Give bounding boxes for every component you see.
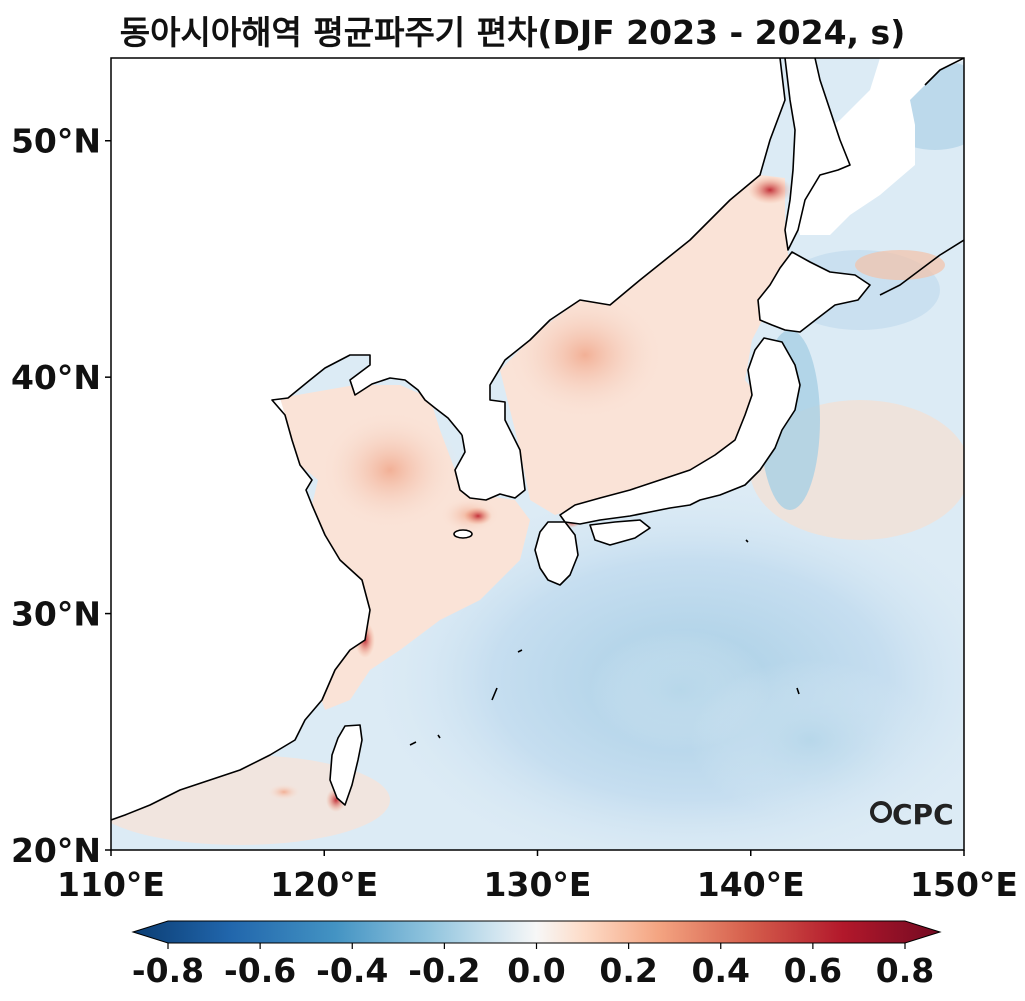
jeju-coastline: [453, 529, 473, 539]
ocpc-logo-text: CPC: [892, 798, 954, 831]
colorbar-tick-label: 0.0: [507, 951, 565, 990]
kyushu-island: [535, 522, 578, 585]
kyushu-coastline: [534, 521, 579, 586]
red-anomaly-tatar-strait: [748, 176, 792, 204]
lon-tick-label: 150°E: [910, 865, 1018, 904]
lat-tick-label: 50°N: [11, 122, 101, 161]
okhotsk-no-data: [790, 58, 964, 235]
ryukyu-small-islands: [409, 539, 800, 746]
strong-red-jeju: [464, 507, 492, 525]
colorbar-tick-label: 0.6: [784, 951, 842, 990]
sakhalin-coastline: [784, 58, 851, 251]
taiwan-coastline: [329, 724, 363, 806]
map-title: 동아시아해역 평균파주기 편차(DJF 2023 - 2024, s): [119, 13, 906, 52]
colorbar-tick-label: -0.8: [132, 951, 204, 990]
colorbar-tick-label: -0.4: [316, 951, 388, 990]
korean-peninsula: [448, 395, 525, 500]
lon-tick-label: 120°E: [270, 865, 378, 904]
lon-tick-label: 130°E: [484, 865, 592, 904]
colorbar-ticks: -0.8 -0.6 -0.4 -0.2 0.0 0.2 0.4 0.6 0.8: [132, 943, 934, 990]
colorbar-tick-label: 0.4: [692, 951, 750, 990]
jeju-island: [454, 530, 472, 538]
taiwan-island: [330, 725, 362, 805]
red-anomaly-yellow-sea: [320, 410, 460, 530]
hokkaido-island: [758, 252, 870, 332]
shikoku-island: [590, 520, 650, 545]
red-anomaly-kuril-coast: [855, 250, 945, 280]
ocpc-logo: CPC: [870, 798, 954, 831]
shikoku-coastline: [589, 519, 651, 546]
colorbar-tick-label: -0.6: [224, 951, 296, 990]
colorbar-tick-label: 0.2: [599, 951, 657, 990]
china-coastline: [111, 354, 463, 821]
land-masks: [111, 58, 964, 820]
hokkaido-coastline: [757, 251, 871, 333]
asian-mainland: [111, 58, 785, 820]
korea-russia-coastline: [454, 58, 786, 501]
lat-tick-label: 20°N: [11, 831, 101, 870]
colorbar-tick-label: 0.8: [876, 951, 934, 990]
colorbar-gradient: [131, 920, 942, 944]
colorbar-tick-label: -0.2: [408, 951, 480, 990]
colorbar: -0.8 -0.6 -0.4 -0.2 0.0 0.2 0.4 0.6 0.8: [131, 920, 942, 990]
honshu-island: [560, 338, 800, 524]
coastlines: [111, 58, 964, 821]
kuril-islands-coastline: [879, 239, 964, 296]
lat-tick-label: 40°N: [11, 358, 101, 397]
red-anomaly-guangdong: [268, 784, 300, 800]
anomaly-field: [111, 58, 964, 850]
ocpc-logo-mark: [870, 801, 892, 823]
axes: 110°E 120°E 130°E 140°E 150°E 20°N 30°N 40°N 50°…: [11, 122, 1018, 904]
lon-tick-label: 110°E: [57, 865, 165, 904]
honshu-coastline: [559, 337, 801, 525]
blue-anomaly-east: [690, 660, 930, 820]
kamchatka-coastline: [924, 58, 964, 86]
lon-tick-label: 140°E: [697, 865, 805, 904]
lat-tick-label: 30°N: [11, 595, 101, 634]
